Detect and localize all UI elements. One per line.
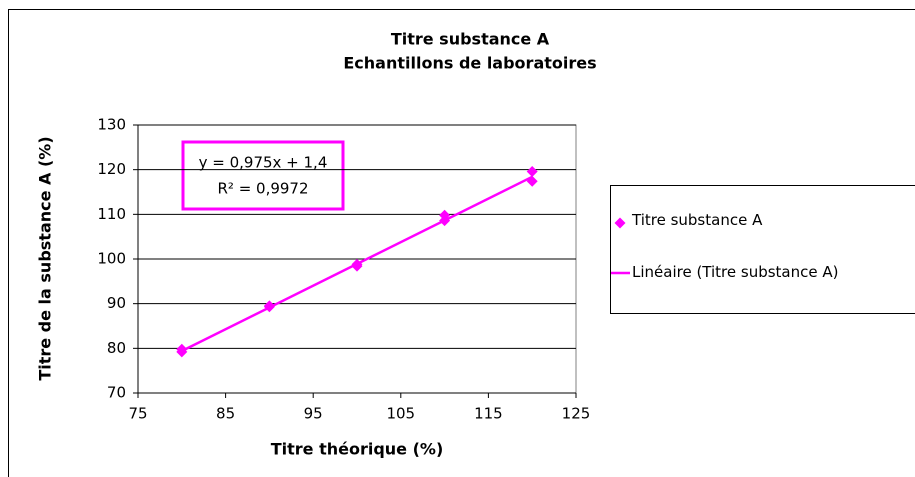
x-tick-label: 125 [562, 405, 591, 423]
equation: y = 0,975x + 1,4 [199, 154, 328, 172]
legend-box [610, 185, 915, 314]
y-tick-label: 70 [107, 384, 126, 402]
legend-label: Titre substance A [632, 211, 763, 229]
y-tick-label: 110 [97, 205, 126, 223]
x-tick-label: 75 [128, 405, 147, 423]
y-tick-label: 100 [97, 250, 126, 268]
point [526, 175, 538, 187]
x-tick-label: 105 [386, 405, 415, 423]
chart-subtitle: Echantillons de laboratoires [343, 54, 596, 73]
x-tick-label: 95 [304, 405, 323, 423]
point [526, 165, 538, 177]
y-tick-label: 80 [107, 339, 126, 357]
legend-label: Linéaire (Titre substance A) [632, 263, 839, 281]
x-tick-label: 85 [216, 405, 235, 423]
point [263, 301, 275, 313]
r-squared: R² = 0,9972 [217, 180, 308, 198]
equation-box [181, 140, 345, 211]
x-tick-label: 115 [474, 405, 503, 423]
y-tick-label: 120 [97, 160, 126, 178]
y-axis-title: Titre de la substance A (%) [35, 136, 55, 381]
legend-marker [614, 217, 626, 229]
x-axis-title: Titre théorique (%) [271, 440, 444, 459]
y-tick-label: 90 [107, 294, 126, 312]
point [351, 260, 363, 272]
y-tick-label: 130 [97, 116, 126, 134]
chart-title: Titre substance A [391, 30, 550, 49]
point [176, 346, 188, 358]
point [439, 215, 451, 227]
